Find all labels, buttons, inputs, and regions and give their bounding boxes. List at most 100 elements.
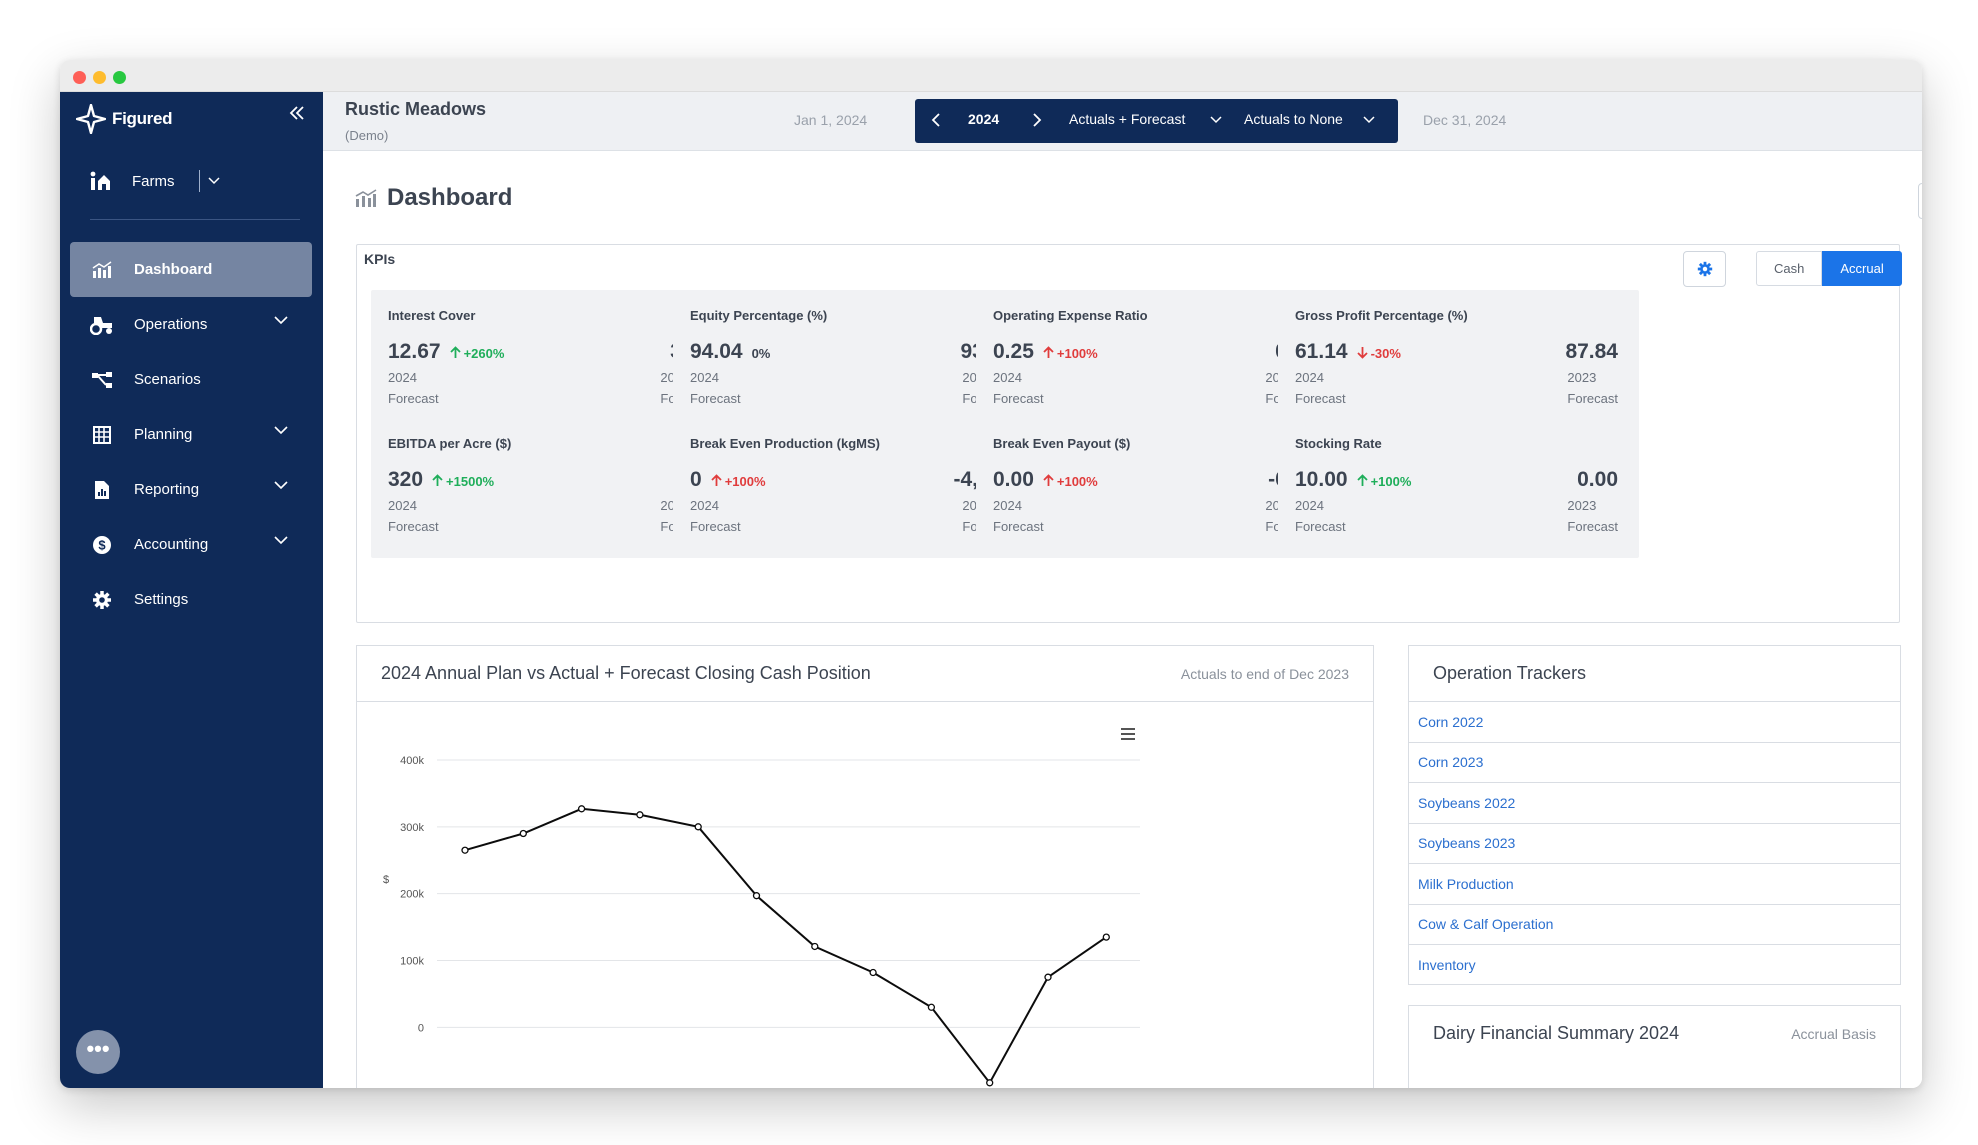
sidebar-item-planning[interactable]: Planning [70, 407, 312, 462]
kpi-value: 61.14 [1295, 340, 1348, 363]
kpi-card[interactable]: Stocking Rate 10.00 +100% 2024 Forecast 0.00 2… [1278, 418, 1639, 558]
year-label[interactable]: 2024 [968, 111, 1000, 127]
kpi-card[interactable]: Gross Profit Percentage (%) 61.14 -30% 2024… [1278, 290, 1639, 430]
kpi-settings-button[interactable] [1683, 251, 1726, 287]
gear-icon [90, 590, 114, 610]
kpi-card[interactable]: Break Even Production (kgMS) 0 +100% 2024 Fo… [673, 418, 1034, 558]
kpi-card[interactable]: Equity Percentage (%) 94.04 0% 2024 Forecast… [673, 290, 1034, 430]
data-point[interactable] [694, 823, 702, 831]
kpi-change-value: -30% [1370, 346, 1401, 361]
kpi-change-value: +100% [1370, 474, 1412, 489]
dashboard-settings-button[interactable] [1918, 183, 1922, 219]
kpi-year: 2024 [388, 498, 417, 513]
kpi-year: 2024 [690, 498, 719, 513]
kpi-name: Gross Profit Percentage (%) [1295, 308, 1468, 323]
data-point[interactable] [519, 829, 527, 838]
kpi-card[interactable]: Operating Expense Ratio 0.25 +100% 2024 Fore… [976, 290, 1337, 430]
minimize-window-button[interactable] [93, 71, 106, 84]
cash-position-chart-card: 2024 Annual Plan vs Actual + Forecast Cl… [356, 645, 1374, 1088]
data-point[interactable] [577, 805, 586, 813]
kpi-current-meta: 2024 Forecast [690, 495, 741, 537]
app-window: Figured Farms Dashboard Operations [60, 60, 1922, 1088]
sidebar-item-reporting[interactable]: Reporting [70, 462, 312, 517]
data-point[interactable] [1102, 933, 1110, 941]
data-point[interactable] [869, 968, 877, 977]
brand-logo[interactable]: Figured [76, 104, 173, 134]
chevron-down-icon [274, 481, 288, 490]
trackers-header: Operation Trackers [1409, 646, 1900, 702]
kpi-name: Operating Expense Ratio [993, 308, 1148, 323]
sidebar-item-operations[interactable]: Operations [70, 297, 312, 352]
tracker-link[interactable]: Corn 2023 [1409, 743, 1900, 783]
kpi-name: Break Even Production (kgMS) [690, 436, 880, 451]
kpi-change: +100% [1356, 474, 1412, 489]
chevron-down-icon[interactable] [1363, 116, 1375, 124]
data-point[interactable] [1044, 973, 1052, 981]
trackers-list: Corn 2022 Corn 2023 Soybeans 2022 Soybeans … [1409, 702, 1900, 986]
page-title: Dashboard [355, 184, 512, 212]
kpi-current: 94.04 0% [690, 340, 770, 364]
sidebar-divider [90, 219, 300, 220]
tracker-link[interactable]: Milk Production [1409, 864, 1900, 905]
data-point[interactable] [811, 942, 819, 951]
kpi-current: 0.25 +100% [993, 340, 1098, 364]
tracker-link[interactable]: Corn 2022 [1409, 702, 1900, 743]
kpi-current-meta: 2024 Forecast [388, 495, 439, 537]
kpi-current: 61.14 -30% [1295, 340, 1401, 364]
close-window-button[interactable] [73, 71, 86, 84]
data-point[interactable] [636, 811, 644, 819]
kpi-type: Forecast [690, 519, 741, 534]
chart-title: 2024 Annual Plan vs Actual + Forecast Cl… [381, 663, 871, 683]
chevron-down-icon [274, 426, 288, 435]
kpi-current-meta: 2024 Forecast [1295, 367, 1346, 409]
chevron-left-icon[interactable] [931, 113, 941, 127]
chevron-down-icon[interactable] [1210, 116, 1222, 124]
kpi-type: Forecast [1295, 519, 1346, 534]
sidebar-item-label: Accounting [134, 536, 209, 553]
data-point[interactable] [461, 846, 469, 854]
data-point[interactable] [927, 1003, 936, 1011]
kpi-prev-year: 2023 [1567, 498, 1597, 513]
data-point[interactable] [986, 1079, 994, 1087]
window-titlebar [60, 60, 1922, 92]
chevron-down-icon[interactable] [207, 177, 220, 185]
tractor-icon [90, 315, 114, 335]
tracker-link[interactable]: Inventory [1418, 957, 1476, 974]
chart-menu-icon[interactable] [1121, 728, 1135, 740]
arrow-up-icon [432, 474, 446, 489]
view-mode-dropdown[interactable]: Actuals + Forecast [1069, 111, 1186, 127]
summary-note: Accrual Basis [1791, 1026, 1876, 1042]
chart-note: Actuals to end of Dec 2023 [1180, 666, 1349, 682]
data-point[interactable] [752, 892, 761, 900]
farms-selector[interactable]: Farms [90, 170, 300, 192]
farm-name[interactable]: Rustic Meadows [345, 99, 487, 119]
kpi-card[interactable]: Break Even Payout ($) 0.00 +100% 2024 Foreca… [976, 418, 1337, 558]
cash-basis-button[interactable]: Cash [1756, 251, 1823, 286]
actuals-mode-dropdown[interactable]: Actuals to None [1244, 111, 1343, 127]
kpi-value: 320 [388, 468, 424, 491]
maximize-window-button[interactable] [113, 71, 126, 84]
sidebar-item-dashboard[interactable]: Dashboard [70, 242, 312, 297]
collapse-sidebar-icon[interactable] [289, 104, 305, 127]
more-options-button[interactable]: ••• [76, 1030, 120, 1074]
tracker-link[interactable]: Soybeans 2023 [1409, 824, 1900, 864]
chevron-right-icon[interactable] [1032, 113, 1042, 127]
farms-label: Farms [132, 172, 175, 190]
chevron-down-icon [274, 316, 288, 325]
tracker-link[interactable]: Cow & Calf Operation [1409, 905, 1900, 945]
kpi-value: 94.04 [690, 340, 743, 363]
sidebar-item-settings[interactable]: Settings [70, 572, 312, 627]
sidebar-item-accounting[interactable]: $ Accounting [70, 517, 312, 572]
period-end-date: Dec 31, 2024 [1423, 112, 1507, 128]
arrow-up-icon [711, 474, 725, 489]
report-document-icon [90, 480, 114, 500]
kpi-type: Forecast [993, 391, 1044, 406]
gear-icon [1697, 261, 1712, 277]
farm-icon [90, 171, 110, 190]
kpi-prev-value: 0.00 [1577, 468, 1618, 491]
tracker-link[interactable]: Soybeans 2022 [1409, 783, 1900, 824]
accrual-basis-button[interactable]: Accrual [1822, 251, 1902, 286]
sidebar-item-scenarios[interactable]: Scenarios [70, 352, 312, 407]
kpi-name: Stocking Rate [1295, 436, 1382, 451]
